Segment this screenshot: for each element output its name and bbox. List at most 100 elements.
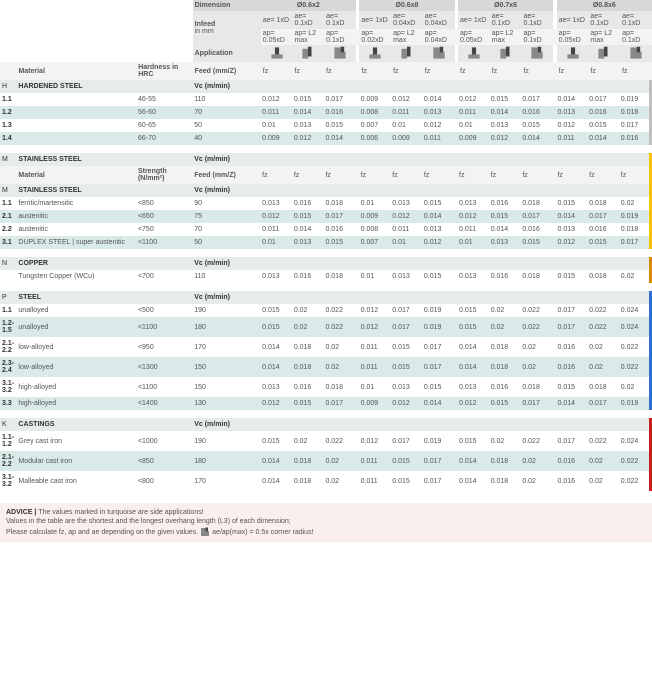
dim-label: Ø0.6x8 [359, 0, 454, 11]
row-vc: 70 [192, 106, 260, 119]
data-row: 3.3high-alloyed<14001300.0120.0150.0170.… [0, 397, 651, 410]
fz-value: 0.014 [422, 210, 454, 223]
fz-value: 0.013 [422, 106, 454, 119]
row-condition: 66-70 [136, 132, 192, 145]
fz-value: 0.022 [520, 431, 552, 451]
data-row: Tungsten Copper (WCu)<7001100.0130.0160.… [0, 270, 651, 283]
fz-value: 0.018 [489, 471, 521, 491]
ae-cell: ae= 0.1xD [292, 11, 324, 29]
fz-value: 0.015 [489, 93, 521, 106]
fz-value: 0.014 [422, 397, 454, 410]
fz-value: 0.018 [489, 337, 521, 357]
fz-value: 0.015 [422, 270, 454, 283]
row-vc: 75 [192, 210, 260, 223]
fz-value: 0.012 [489, 132, 521, 145]
fz-value: 0.011 [390, 106, 422, 119]
fz-value: 0.009 [359, 397, 391, 410]
fz-value: 0.014 [323, 132, 355, 145]
ae-cell: ae= 1xD [261, 11, 293, 29]
data-row: 1.146-551100.0120.0150.0170.0090.0120.01… [0, 93, 651, 106]
side-icon [292, 45, 324, 62]
row-ref: 2.1 [0, 210, 16, 223]
fz-value: 0.022 [323, 304, 355, 317]
fz-value: 0.016 [555, 471, 587, 491]
shoulder-icon [521, 45, 553, 62]
ae-cell: ae= 0.1xD [324, 11, 356, 29]
data-row: 1.1-1.2Grey cast iron<10001900.0150.020.… [0, 431, 651, 451]
fz-value: 0.017 [323, 93, 355, 106]
fz-value: 0.017 [422, 451, 454, 471]
ap-cell: ap= L2 max [391, 29, 423, 45]
row-vc: 190 [192, 431, 260, 451]
fz-value: 0.012 [260, 93, 292, 106]
fz-value: 0.017 [619, 236, 651, 249]
fz-value: 0.022 [520, 304, 552, 317]
row-material: Tungsten Copper (WCu) [16, 270, 136, 283]
fz-value: 0.015 [390, 451, 422, 471]
fz-value: 0.018 [489, 357, 521, 377]
fz-value: 0.019 [422, 431, 454, 451]
fz-hdr: fz [490, 62, 522, 80]
row-material: Modular cast iron [16, 451, 136, 471]
fz-value: 0.011 [457, 223, 489, 236]
row-material: austenitic [16, 223, 136, 236]
fz-value: 0.02 [587, 357, 619, 377]
fz-value: 0.022 [323, 317, 355, 337]
fz-value: 0.02 [489, 304, 521, 317]
fz-value: 0.014 [489, 223, 521, 236]
fz-value: 0.011 [260, 106, 292, 119]
row-condition: <1000 [136, 431, 192, 451]
shoulder-icon [620, 45, 652, 62]
row-condition: <850 [136, 451, 192, 471]
fz-value: 0.02 [292, 431, 324, 451]
data-row: 2.1austenitic<650750.0120.0150.0170.0090… [0, 210, 651, 223]
fz-value: 0.014 [555, 397, 587, 410]
fz-value: 0.018 [292, 451, 324, 471]
row-vc: 150 [192, 357, 260, 377]
row-material: Malleable cast iron [16, 471, 136, 491]
fz-value: 0.014 [422, 93, 454, 106]
row-condition: <850 [136, 197, 192, 210]
fz-hdr: fz [260, 166, 292, 184]
fz-value: 0.012 [292, 132, 324, 145]
slot-icon [261, 45, 293, 62]
fz-value: 0.01 [390, 236, 422, 249]
fz-hdr: fz [587, 166, 619, 184]
fz-value: 0.02 [323, 357, 355, 377]
fz-value: 0.018 [489, 451, 521, 471]
row-material: low-alloyed [16, 357, 136, 377]
advice-line3b: ae/ap(max) = 0.5x corner radius! [212, 529, 313, 536]
fz-value: 0.015 [489, 210, 521, 223]
fz-value: 0.015 [555, 197, 587, 210]
material-name: HARDENED STEEL [16, 80, 136, 93]
vc-label: Vc (m/min) [192, 291, 260, 304]
fz-hdr: fz [261, 62, 293, 80]
fz-value: 0.014 [457, 357, 489, 377]
data-row: 1.2-1.5unalloyed<11001800.0150.020.0220.… [0, 317, 651, 337]
fz-value: 0.017 [323, 210, 355, 223]
fz-value: 0.015 [260, 304, 292, 317]
fz-value: 0.016 [323, 106, 355, 119]
ae-cell: ae= 0.04xD [391, 11, 423, 29]
ap-cell: ap= 0.04xD [423, 29, 455, 45]
fz-value: 0.014 [260, 471, 292, 491]
fz-value: 0.016 [489, 377, 521, 397]
fz-value: 0.02 [292, 304, 324, 317]
fz-value: 0.018 [520, 377, 552, 397]
fz-value: 0.009 [359, 93, 391, 106]
data-row: 1.1ferritic/martensitic<850900.0130.0160… [0, 197, 651, 210]
vc-label: Vc (m/min) [192, 257, 260, 270]
row-vc: 190 [192, 304, 260, 317]
fz-value: 0.012 [457, 93, 489, 106]
fz-value: 0.012 [457, 397, 489, 410]
row-vc: 50 [192, 236, 260, 249]
fz-value: 0.012 [359, 304, 391, 317]
fz-value: 0.02 [489, 431, 521, 451]
data-row: 3.1-3.2high-alloyed<11001500.0130.0160.0… [0, 377, 651, 397]
fz-value: 0.022 [619, 357, 651, 377]
row-material: high-alloyed [16, 377, 136, 397]
fz-value: 0.017 [422, 471, 454, 491]
fz-value: 0.009 [457, 132, 489, 145]
vc-label: Vc (m/min) [192, 80, 260, 93]
fz-value: 0.02 [619, 197, 651, 210]
